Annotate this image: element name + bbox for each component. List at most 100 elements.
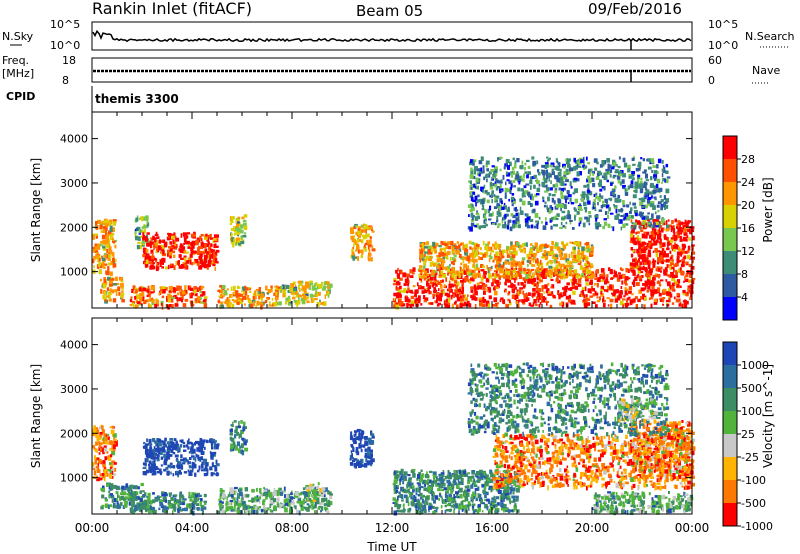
- power-echo-cell: [656, 221, 661, 226]
- velocity-echo-cell: [130, 491, 133, 495]
- power-echo-cell: [618, 219, 623, 224]
- power-echo-cell: [511, 203, 514, 207]
- power-echo-cell: [660, 204, 664, 207]
- power-echo-cell: [521, 211, 524, 215]
- power-echo-cell: [584, 243, 588, 246]
- velocity-echo-cell: [195, 453, 198, 458]
- power-echo-cell: [403, 303, 406, 307]
- power-echo-cell: [488, 173, 491, 178]
- power-echo-cell: [456, 241, 460, 244]
- power-echo-cell: [274, 297, 279, 301]
- power-echo-cell: [444, 243, 448, 246]
- power-echo-cell: [294, 300, 298, 305]
- power-echo-cell: [505, 278, 509, 282]
- power-echo-cell: [551, 266, 554, 271]
- power-echo-cell: [548, 252, 552, 255]
- power-echo-cell: [676, 284, 680, 288]
- power-echo-cell: [486, 264, 488, 270]
- power-echo-cell: [423, 300, 427, 303]
- power-echo-cell: [507, 270, 511, 276]
- power-echo-cell: [475, 244, 480, 247]
- power-echo-cell: [500, 297, 504, 300]
- power-echo-cell: [631, 171, 635, 174]
- power-echo-cell: [246, 295, 250, 299]
- power-echo-cell: [285, 301, 287, 305]
- velocity-echo-cell: [119, 502, 123, 506]
- velocity-echo-cell: [200, 443, 204, 448]
- power-echo-cell: [661, 289, 666, 295]
- nsky-tick-top: 10^5: [50, 18, 80, 31]
- power-echo-cell: [422, 273, 425, 279]
- power-echo-cell: [203, 254, 208, 260]
- power-echo-cell: [544, 201, 547, 204]
- power-echo-cell: [550, 286, 553, 289]
- power-echo-cell: [405, 297, 409, 300]
- power-echo-cell: [267, 289, 272, 293]
- power-echo-cell: [477, 185, 479, 190]
- velocity-echo-cell: [270, 510, 274, 513]
- velocity-echo-cell: [233, 420, 237, 423]
- power-echo-cell: [673, 264, 678, 268]
- power-echo-cell: [647, 225, 650, 228]
- power-echo-cell: [582, 254, 586, 260]
- power-echo-cell: [562, 163, 566, 168]
- power-echo-cell: [193, 231, 196, 235]
- power-echo-cell: [560, 263, 564, 267]
- power-echo-cell: [438, 274, 442, 278]
- power-echo-cell: [605, 201, 608, 205]
- power-echo-cell: [480, 269, 485, 272]
- power-echo-cell: [583, 184, 587, 188]
- power-echo-cell: [651, 284, 655, 290]
- power-echo-cell: [596, 161, 599, 165]
- power-echo-cell: [537, 261, 541, 266]
- power-echo-cell: [278, 287, 283, 291]
- power-echo-cell: [576, 178, 580, 182]
- power-echo-cell: [169, 241, 172, 245]
- power-echo-cell: [556, 166, 560, 171]
- power-echo-cell: [150, 285, 154, 291]
- power-echo-cell: [106, 232, 109, 235]
- power-echo-cell: [165, 266, 169, 270]
- power-echo-cell: [244, 285, 247, 288]
- power-echo-cell: [677, 220, 680, 223]
- velocity-echo-cell: [102, 463, 106, 468]
- power-echo-cell: [495, 286, 499, 290]
- velocity-echo-cell: [169, 462, 173, 466]
- velocity-echo-cell: [155, 456, 159, 460]
- velocity-echo-cell: [149, 500, 153, 505]
- power-echo-cell: [185, 260, 189, 264]
- power-echo-cell: [418, 295, 421, 301]
- power-echo-cell: [497, 158, 499, 162]
- power-echo-cell: [215, 249, 220, 253]
- velocity-echo-cell: [130, 500, 133, 506]
- power-echo-cell: [490, 265, 493, 270]
- power-echo-cell: [642, 206, 645, 209]
- power-echo-cell: [647, 264, 651, 269]
- power-echo-cell: [676, 255, 680, 259]
- power-echo-cell: [535, 303, 538, 307]
- power-echo-cell: [556, 160, 559, 164]
- power-echo-cell: [638, 183, 641, 188]
- power-echo-cell: [113, 261, 116, 264]
- power-echo-cell: [495, 178, 498, 181]
- power-echo-cell: [635, 304, 638, 309]
- power-echo-cell: [369, 226, 373, 230]
- velocity-echo-cell: [168, 492, 172, 496]
- velocity-echo-cell: [284, 494, 289, 500]
- power-echo-cell: [474, 225, 477, 228]
- power-echo-cell: [565, 179, 569, 183]
- power-echo-cell: [620, 215, 624, 217]
- velocity-echo-cell: [135, 485, 138, 490]
- power-echo-cell: [271, 297, 274, 301]
- power-echo-cell: [273, 292, 277, 296]
- power-echo-cell: [651, 195, 653, 199]
- power-echo-cell: [680, 253, 683, 257]
- power-echo-cell: [200, 294, 204, 297]
- power-echo-cell: [527, 292, 531, 296]
- power-echo-cell: [142, 298, 145, 301]
- power-echo-cell: [599, 275, 602, 280]
- power-echo-cell: [108, 298, 112, 302]
- velocity-echo-cell: [166, 453, 169, 458]
- power-echo-cell: [112, 257, 115, 263]
- power-echo-cell: [651, 169, 653, 173]
